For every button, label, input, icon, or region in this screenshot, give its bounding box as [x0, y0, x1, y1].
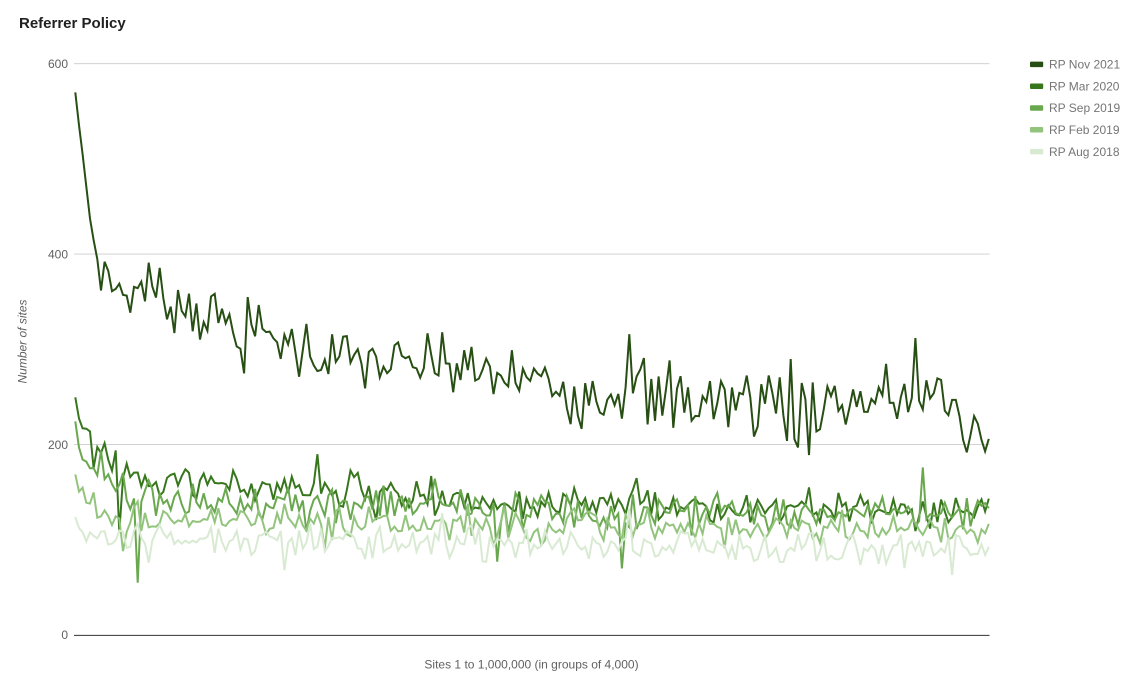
svg-text:0: 0 [61, 628, 68, 642]
svg-text:RP Sep 2019: RP Sep 2019 [1049, 101, 1120, 115]
svg-text:400: 400 [48, 248, 68, 262]
svg-text:RP Nov 2021: RP Nov 2021 [1049, 58, 1120, 72]
svg-text:RP Aug 2018: RP Aug 2018 [1049, 145, 1120, 159]
svg-text:Sites 1 to 1,000,000 (in group: Sites 1 to 1,000,000 (in groups of 4,000… [424, 658, 638, 672]
svg-text:600: 600 [48, 57, 68, 71]
svg-text:RP Mar 2020: RP Mar 2020 [1049, 79, 1120, 93]
svg-text:200: 200 [48, 438, 68, 452]
svg-text:RP Feb 2019: RP Feb 2019 [1049, 123, 1120, 137]
svg-text:Number of sites: Number of sites [16, 299, 30, 383]
svg-text:Referrer Policy: Referrer Policy [19, 15, 126, 32]
